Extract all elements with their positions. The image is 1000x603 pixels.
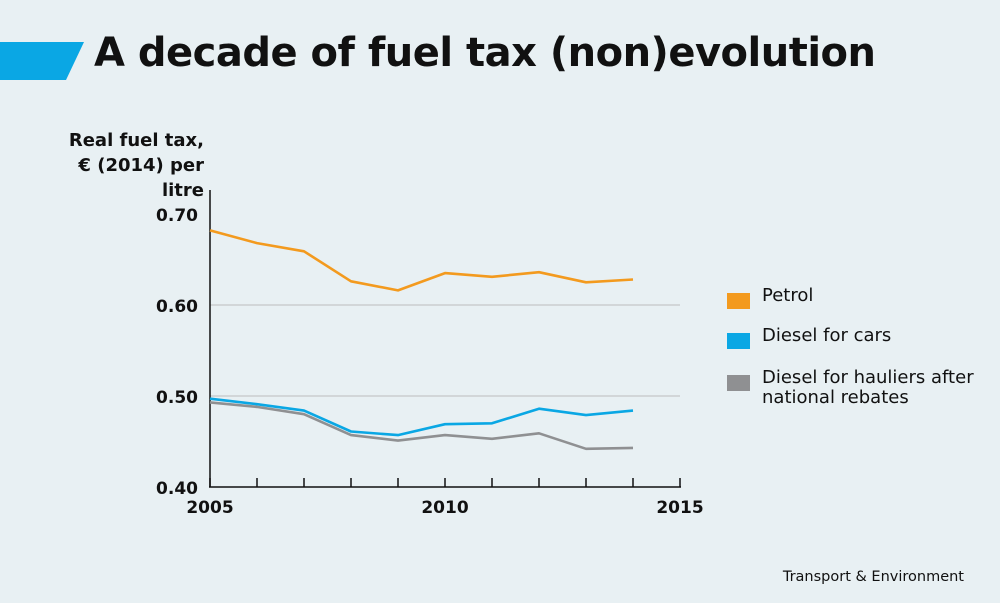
y-tick-label: 0.40 xyxy=(156,479,198,499)
legend-item: Diesel for cars xyxy=(727,326,987,349)
series-line-petrol xyxy=(209,229,634,292)
legend-item: Petrol xyxy=(727,286,987,309)
legend-swatch xyxy=(727,375,750,391)
y-tick-label: 0.70 xyxy=(156,206,198,226)
legend-label: Diesel for cars xyxy=(762,325,892,346)
title-banner-shape xyxy=(0,42,84,80)
legend-label: Diesel for hauliers after national rebat… xyxy=(762,367,974,408)
y-tick-label: 0.60 xyxy=(156,297,198,317)
legend-item: Diesel for hauliers after national rebat… xyxy=(727,368,987,408)
legend-swatch xyxy=(727,333,750,349)
legend-swatch xyxy=(727,293,750,309)
x-tick-label: 2015 xyxy=(656,498,703,518)
x-tick-label: 2005 xyxy=(186,498,233,518)
series-line-diesel-for-hauliers-after-national-rebates xyxy=(209,401,634,451)
x-tick-label: 2010 xyxy=(421,498,468,518)
y-axis-label: Real fuel tax, € (2014) per litre xyxy=(68,130,204,201)
series-line-diesel-for-cars xyxy=(209,397,634,437)
source-note: Transport & Environment xyxy=(782,569,964,585)
legend-label: Petrol xyxy=(762,285,814,306)
chart-title: A decade of fuel tax (non)evolution xyxy=(94,30,876,76)
y-tick-label: 0.50 xyxy=(156,388,198,408)
